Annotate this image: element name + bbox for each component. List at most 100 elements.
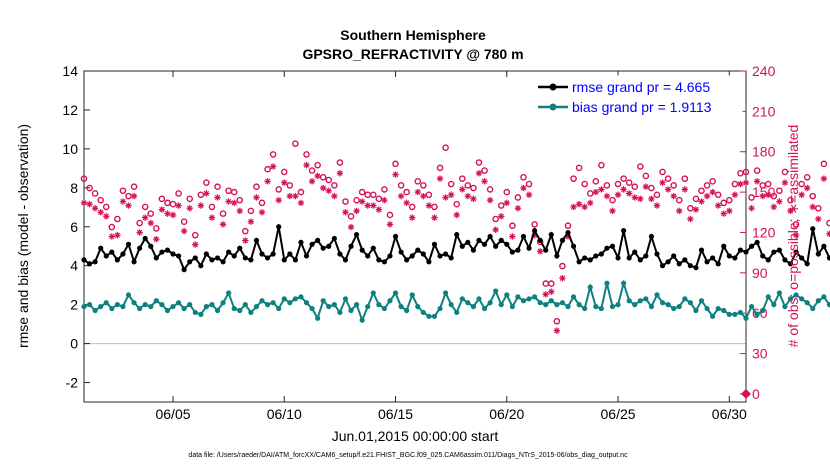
rmse-point	[671, 253, 677, 259]
bias-point	[771, 302, 777, 308]
x-axis-ticks: 06/05 06/10 06/15 06/20 06/25 06/30	[155, 71, 747, 422]
rmse-point	[760, 253, 766, 259]
obs-possible-marker	[648, 184, 655, 192]
obs-possible-marker	[141, 203, 149, 211]
obs-possible-marker	[714, 191, 722, 199]
asterisk-stroke	[109, 233, 115, 240]
rmse-point	[276, 224, 282, 230]
obs-assimilated-marker	[609, 207, 616, 215]
rmse-point	[598, 251, 604, 257]
obs-possible-marker	[269, 151, 277, 158]
rmse-point	[693, 265, 699, 271]
rmse-point	[732, 255, 738, 261]
rmse-point	[353, 231, 360, 238]
rmse-point	[198, 263, 204, 269]
rmse-point	[253, 237, 260, 243]
obs-possible-marker	[125, 192, 132, 200]
rmse-point	[593, 253, 599, 259]
obs-possible-marker	[720, 199, 728, 207]
obs-assimilated-marker	[86, 201, 93, 208]
rmse-point	[515, 247, 521, 253]
bias-point	[826, 302, 830, 308]
asterisk-stroke	[748, 205, 755, 211]
obs-assimilated-marker	[792, 231, 800, 239]
obs-possible-marker	[826, 219, 830, 227]
bias-point	[281, 296, 287, 302]
bias-point	[159, 302, 165, 308]
asterisk-stroke	[465, 193, 471, 199]
y-tick-label: 0	[70, 336, 78, 352]
bias-point	[365, 303, 371, 310]
asterisk-stroke	[437, 175, 443, 182]
obs-assimilated-marker	[386, 221, 394, 228]
obs-assimilated-marker	[292, 192, 299, 200]
asterisk-stroke	[164, 210, 171, 217]
bias-point	[810, 305, 816, 312]
obs-assimilated-marker	[364, 202, 371, 209]
bias-point	[420, 309, 426, 316]
obs-possible-marker	[280, 168, 288, 176]
obs-assimilated-marker	[320, 184, 327, 192]
obs-possible-marker	[742, 168, 750, 176]
obs-possible-marker	[458, 175, 466, 182]
asterisk-stroke	[114, 232, 121, 238]
bias-point	[276, 305, 282, 312]
asterisk-stroke	[365, 202, 371, 209]
y-right-tick-label: 0	[752, 386, 760, 402]
rmse-point	[726, 253, 732, 259]
bias-point	[353, 302, 360, 308]
bias-point	[348, 307, 354, 314]
bias-point	[298, 294, 304, 300]
obs-possible-marker	[642, 172, 650, 180]
rmse-point	[487, 233, 493, 240]
asterisk-stroke	[504, 200, 510, 206]
obs-possible-marker	[592, 178, 600, 185]
bias-point	[415, 303, 421, 310]
obs-assimilated-marker	[119, 198, 127, 205]
bias-point	[164, 307, 171, 314]
rmse-point	[609, 243, 616, 249]
asterisk-stroke	[159, 206, 165, 213]
obs-possible-marker	[191, 231, 199, 239]
legend-bias-label: bias grand pr = 1.9113	[572, 99, 712, 115]
asterisk-stroke	[509, 233, 516, 240]
bias-point	[175, 300, 182, 306]
asterisk-stroke	[620, 186, 627, 193]
rmse-point	[504, 241, 510, 247]
obs-assimilated-marker	[631, 194, 638, 201]
bias-point	[543, 302, 549, 308]
obs-assimilated-marker	[219, 221, 227, 228]
bias-point	[799, 296, 805, 302]
bias-point	[593, 303, 599, 310]
y-axis-label: rmse and bias (model - observation)	[15, 124, 31, 348]
asterisk-stroke	[821, 175, 827, 182]
x-tick-label: 06/05	[155, 406, 190, 422]
rmse-point	[342, 257, 349, 263]
asterisk-stroke	[220, 221, 226, 228]
asterisk-stroke	[231, 200, 237, 206]
obs-assimilated-marker	[498, 213, 505, 220]
obs-assimilated-marker	[297, 199, 305, 207]
rmse-point	[493, 243, 499, 249]
obs-possible-marker	[436, 164, 444, 172]
asterisk-stroke	[593, 189, 599, 195]
obs-assimilated-marker	[714, 202, 722, 209]
x-axis-label: Jun.01,2015 00:00:00 start	[332, 428, 499, 444]
obs-assimilated-marker	[781, 179, 789, 186]
obs-possible-marker	[692, 195, 700, 203]
legend-bias-marker	[549, 103, 557, 111]
asterisk-stroke	[798, 192, 805, 198]
obs-possible-marker	[815, 204, 822, 212]
asterisk-stroke	[576, 201, 582, 207]
obs-assimilated-marker	[392, 171, 399, 178]
obs-assimilated-marker	[625, 190, 633, 197]
asterisk-stroke	[732, 192, 738, 198]
obs-assimilated-marker	[180, 227, 188, 235]
asterisk-stroke	[492, 227, 499, 233]
y-right-axis-label: # of obs: o=possible; ∗=assimilated	[785, 125, 801, 348]
obs-possible-marker	[347, 213, 355, 220]
obs-assimilated-marker	[331, 192, 338, 200]
bias-point	[526, 296, 532, 302]
bias-point	[693, 307, 699, 314]
obs-assimilated-marker	[381, 196, 388, 204]
